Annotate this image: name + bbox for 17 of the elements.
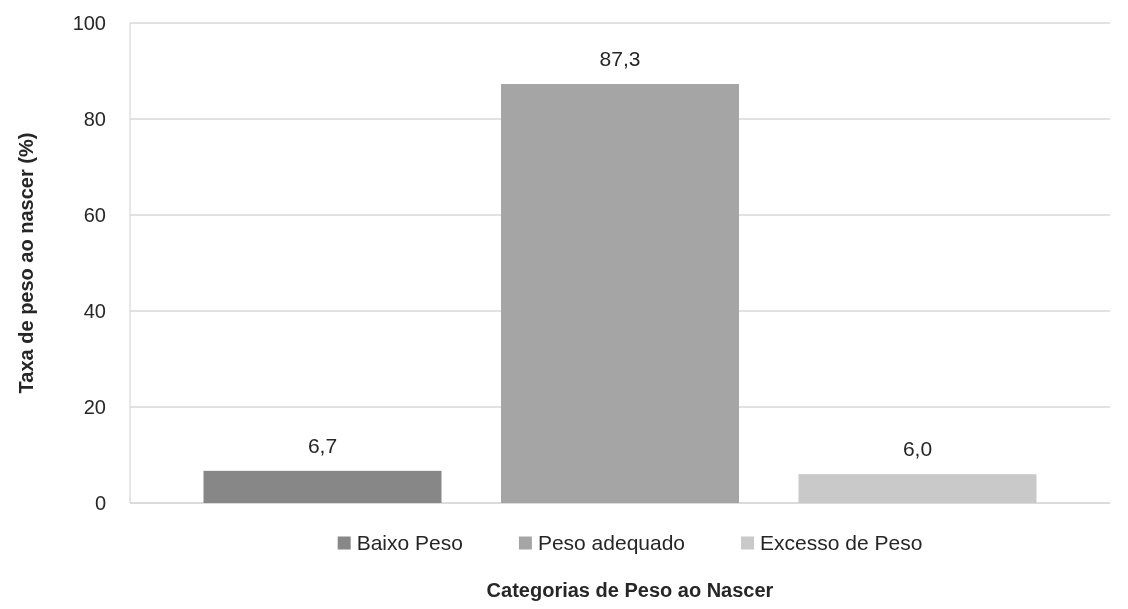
bar: [798, 474, 1037, 503]
y-tick-label: 20: [83, 396, 106, 418]
y-tick-label: 80: [83, 108, 106, 130]
legend-label: Excesso de Peso: [760, 531, 923, 555]
bar: [501, 83, 739, 503]
y-tick-label: 0: [94, 492, 106, 514]
y-tick-label: 100: [72, 12, 106, 34]
y-axis-title: Taxa de peso ao nascer (%): [15, 132, 37, 394]
legend-label: Peso adequado: [537, 531, 686, 555]
x-axis-title: Categorias de Peso ao Nascer: [486, 579, 774, 601]
data-label: 87,3: [599, 46, 641, 70]
data-label: 6,0: [902, 437, 933, 461]
y-tick-label: 40: [83, 300, 106, 322]
y-tick-label: 60: [83, 204, 106, 226]
data-label: 6,7: [307, 433, 338, 457]
legend-label: Baixo Peso: [356, 531, 463, 555]
bar: [203, 470, 442, 503]
